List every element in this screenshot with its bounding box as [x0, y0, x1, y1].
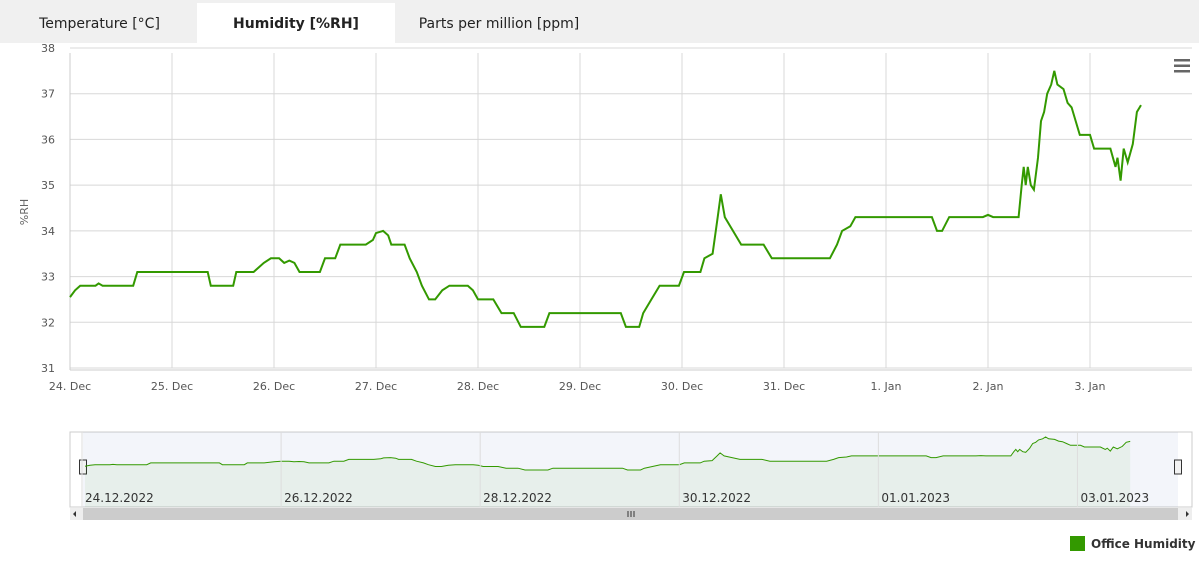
y-tick-label: 33: [41, 271, 55, 284]
navigator-label: 01.01.2023: [881, 491, 950, 505]
y-tick-label: 37: [41, 88, 55, 101]
x-tick-label: 2. Jan: [973, 380, 1004, 393]
navigator-label: 30.12.2022: [682, 491, 751, 505]
y-tick-label: 35: [41, 179, 55, 192]
y-tick-label: 38: [41, 42, 55, 55]
x-tick-label: 29. Dec: [559, 380, 601, 393]
navigator-label: 24.12.2022: [85, 491, 154, 505]
navigator-label: 26.12.2022: [284, 491, 353, 505]
navigator-frame: [69, 431, 1193, 508]
navigator-area: [85, 437, 1131, 507]
x-tick-label: 26. Dec: [253, 380, 295, 393]
y-tick-label: 31: [41, 362, 55, 375]
y-tick-label: 32: [41, 316, 55, 329]
x-tick-label: 30. Dec: [661, 380, 703, 393]
x-tick-label: 28. Dec: [457, 380, 499, 393]
x-tick-label: 27. Dec: [355, 380, 397, 393]
nav-handles[interactable]: [79, 459, 1182, 475]
y-axis-title: %RH: [18, 199, 31, 225]
data-line: [69, 70, 1142, 328]
y-tick-label: 36: [41, 133, 55, 146]
scroll-grip: [627, 511, 635, 517]
x-tick-label: 3. Jan: [1075, 380, 1106, 393]
tab-bar: [0, 0, 1199, 43]
x-tick-label: 1. Jan: [871, 380, 902, 393]
tab[interactable]: Parts per million [ppm]: [419, 16, 580, 32]
tab[interactable]: Temperature [°C]: [38, 16, 160, 32]
menu-icon[interactable]: [1174, 59, 1190, 73]
x-tick-label: 25. Dec: [151, 380, 193, 393]
x-tick-label: 31. Dec: [763, 380, 805, 393]
legend-label[interactable]: Office Humidity: [1091, 537, 1196, 551]
y-tick-label: 34: [41, 225, 55, 238]
tab[interactable]: Humidity [%RH]: [233, 16, 359, 32]
navigator-label: 28.12.2022: [483, 491, 552, 505]
navigator-label: 03.01.2023: [1080, 491, 1149, 505]
tab-active: [197, 3, 395, 43]
x-tick-label: 24. Dec: [49, 380, 91, 393]
legend-swatch: [1070, 536, 1085, 551]
